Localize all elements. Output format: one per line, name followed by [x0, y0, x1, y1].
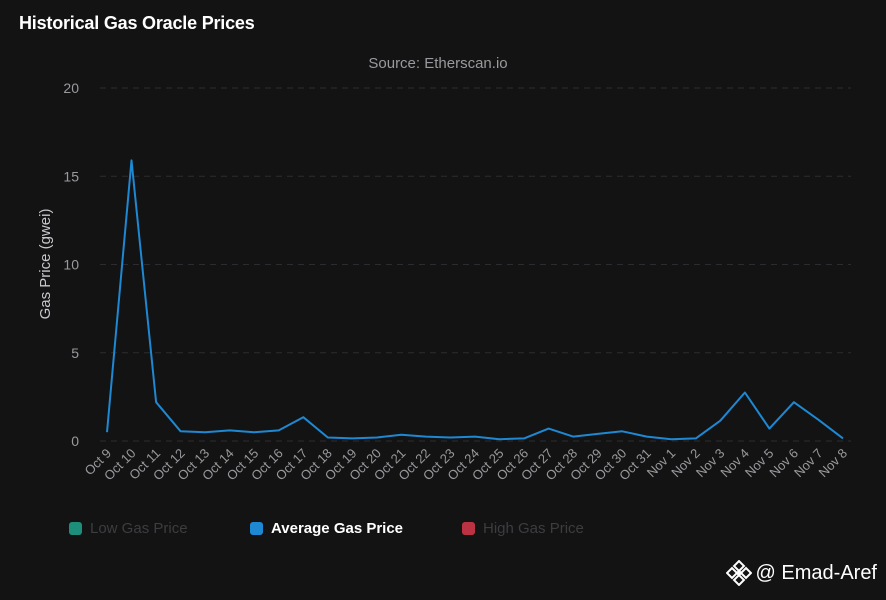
data-point[interactable]	[814, 416, 822, 424]
data-point[interactable]	[275, 426, 283, 434]
data-point[interactable]	[594, 430, 602, 438]
data-point[interactable]	[667, 435, 675, 443]
legend-swatch-high	[462, 522, 475, 535]
data-point[interactable]	[324, 433, 332, 441]
data-point[interactable]	[471, 433, 479, 441]
data-point[interactable]	[520, 434, 528, 442]
legend-item-high-gas-price[interactable]: High Gas Price	[462, 520, 584, 537]
data-point[interactable]	[569, 433, 577, 441]
binance-logo-icon	[725, 560, 752, 586]
y-tick-label: 5	[71, 345, 79, 361]
data-point[interactable]	[373, 433, 381, 441]
y-tick-label: 20	[63, 80, 79, 96]
chart-panel: Historical Gas Oracle Prices Source: Eth…	[3, 0, 883, 597]
data-point[interactable]	[201, 428, 209, 436]
series-layer	[103, 156, 847, 443]
data-point[interactable]	[397, 431, 405, 439]
data-point[interactable]	[422, 433, 430, 441]
data-point[interactable]	[152, 398, 160, 406]
legend-swatch-average	[250, 522, 263, 535]
y-tick-label: 0	[71, 433, 79, 449]
watermark: @ Emad-Aref	[725, 560, 877, 586]
legend-label-low: Low Gas Price	[90, 520, 188, 537]
legend-item-average-gas-price[interactable]: Average Gas Price	[250, 520, 403, 537]
data-point[interactable]	[545, 425, 553, 433]
data-point[interactable]	[618, 427, 626, 435]
data-point[interactable]	[765, 425, 773, 433]
data-point[interactable]	[692, 434, 700, 442]
legend-item-low-gas-price[interactable]: Low Gas Price	[69, 520, 188, 537]
data-point[interactable]	[716, 417, 724, 425]
data-point[interactable]	[177, 427, 185, 435]
data-point[interactable]	[643, 433, 651, 441]
y-tick-label: 10	[63, 257, 79, 273]
data-point[interactable]	[348, 434, 356, 442]
series-line-average-gas-price[interactable]	[106, 159, 844, 441]
data-point[interactable]	[226, 426, 234, 434]
data-point[interactable]	[496, 435, 504, 443]
legend-label-average: Average Gas Price	[271, 520, 404, 537]
page-title: Historical Gas Oracle Prices	[19, 13, 255, 33]
data-point[interactable]	[839, 434, 847, 442]
data-point[interactable]	[790, 398, 798, 406]
x-tick-label: Nov 8	[815, 446, 850, 481]
chart-source-subtitle: Source: Etherscan.io	[368, 55, 507, 72]
data-point[interactable]	[299, 413, 307, 421]
data-point[interactable]	[741, 388, 749, 396]
legend-label-high: High Gas Price	[483, 520, 584, 537]
watermark-text: @ Emad-Aref	[755, 561, 877, 584]
legend-swatch-low	[69, 522, 82, 535]
data-point[interactable]	[250, 428, 258, 436]
data-point[interactable]	[128, 156, 136, 164]
data-point[interactable]	[103, 428, 111, 436]
grid-layer	[100, 87, 851, 442]
data-point[interactable]	[446, 433, 454, 441]
y-tick-labels: 0 5 10 15 20	[63, 80, 79, 449]
y-tick-label: 15	[63, 168, 79, 184]
line-chart: Source: Etherscan.io Gas Price (gwei) 0 5…	[37, 55, 851, 484]
y-axis-label: Gas Price (gwei)	[37, 209, 54, 320]
